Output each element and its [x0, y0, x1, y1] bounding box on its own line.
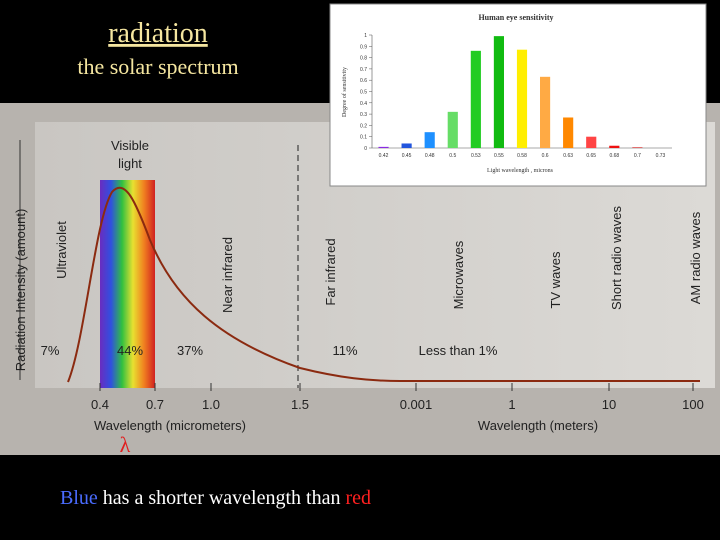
x-tick-label: 0.73	[656, 153, 666, 159]
caption-blue: Blue	[60, 487, 98, 509]
y-tick-label: 0.4	[360, 101, 367, 107]
band-label: Ultraviolet	[54, 221, 69, 279]
y-tick-label: 0.5	[360, 90, 367, 96]
x-tick-label: 1.5	[291, 397, 309, 412]
band-label: TV waves	[548, 251, 563, 309]
y-tick-label: 0.3	[360, 112, 367, 118]
x-tick-label: 0.58	[517, 153, 527, 159]
x-tick-label: 0.001	[400, 397, 433, 412]
inset-title: Human eye sensitivity	[478, 13, 553, 22]
y-tick-label: 0.8	[360, 56, 367, 62]
x-axis-label: Wavelength (micrometers)	[94, 418, 246, 433]
bar	[540, 76, 551, 148]
visible-label: Visible	[111, 138, 149, 153]
y-tick-label: 0.7	[360, 67, 367, 73]
x-tick-label: 1.0	[202, 397, 220, 412]
bar	[424, 132, 435, 148]
y-tick-label: 0.2	[360, 123, 367, 129]
x-tick-label: 1	[508, 397, 515, 412]
bar	[516, 49, 528, 148]
share-label: 11%	[332, 343, 357, 358]
bar	[609, 145, 620, 148]
title: radiation	[108, 18, 208, 49]
caption-red: red	[345, 487, 371, 509]
x-tick-label: 0.7	[146, 397, 164, 412]
share-label: 7%	[41, 343, 60, 358]
x-tick-label: 0.6	[542, 153, 549, 159]
x-tick-label: 0.5	[449, 153, 456, 159]
x-tick-label: 0.48	[425, 153, 435, 159]
subtitle: the solar spectrum	[77, 54, 238, 79]
y-axis-label: Radiation Intensity (amount)	[13, 209, 28, 372]
y-tick-label: 0.9	[360, 44, 367, 50]
lambda: λ	[120, 432, 131, 457]
y-tick-label: 0.1	[360, 135, 367, 141]
x-tick-label: 0.55	[494, 153, 504, 159]
x-tick-label: 0.63	[563, 153, 573, 159]
share-label: 44%	[117, 343, 143, 358]
caption: Blue has a shorter wavelength than red	[60, 487, 371, 509]
y-tick-label: 0	[364, 146, 367, 152]
x-tick-label: 0.45	[402, 153, 412, 159]
band-label: Microwaves	[451, 240, 466, 309]
x-tick-label: 0.65	[586, 153, 596, 159]
band-label: AM radio waves	[688, 211, 703, 304]
x-tick-label: 0.4	[91, 397, 109, 412]
bar	[447, 111, 458, 148]
bar	[632, 147, 643, 148]
visible-label: light	[118, 156, 142, 171]
inset-x-label: Light wavelength , microns	[487, 168, 554, 174]
bar	[493, 36, 504, 148]
share-label: Less than 1%	[419, 343, 498, 358]
caption-middle: has a shorter wavelength than	[98, 487, 346, 509]
band-label: Far infrared	[323, 238, 338, 305]
bar	[401, 143, 412, 148]
bar	[470, 50, 481, 148]
visible-band	[100, 180, 155, 388]
y-tick-label: 1	[364, 33, 367, 39]
bar	[563, 117, 574, 148]
bar	[378, 146, 389, 148]
band-label: Short radio waves	[609, 205, 624, 310]
bar	[586, 136, 597, 148]
x-tick-label: 0.53	[471, 153, 481, 159]
x-tick-label: 0.7	[634, 153, 641, 159]
band-label: Near infrared	[220, 237, 235, 313]
x-tick-label: 10	[602, 397, 616, 412]
inset-y-label: Degree of sensitivity	[341, 67, 348, 117]
share-label: 37%	[177, 343, 203, 358]
x-tick-label: 100	[682, 397, 704, 412]
x-axis-label: Wavelength (meters)	[478, 418, 598, 433]
x-tick-label: 0.68	[609, 153, 619, 159]
x-tick-label: 0.42	[379, 153, 389, 159]
y-tick-label: 0.6	[360, 78, 367, 84]
spectrum-curve	[67, 186, 700, 383]
